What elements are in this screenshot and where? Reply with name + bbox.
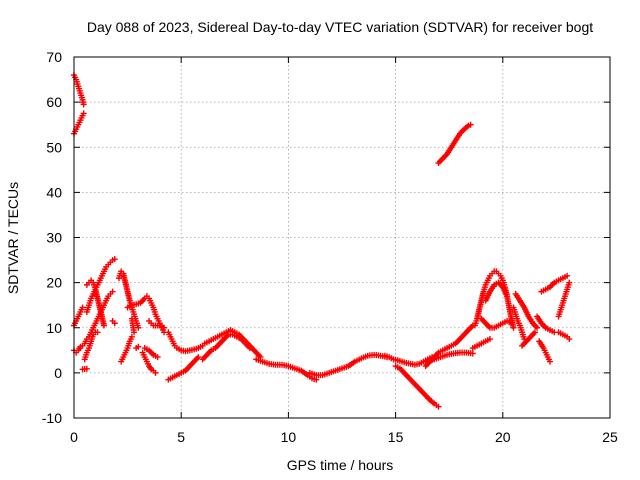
data-segment	[118, 333, 135, 365]
data-segment	[86, 288, 116, 340]
grid-lines	[74, 57, 610, 418]
data-segment	[146, 317, 168, 331]
data-segment	[253, 356, 320, 383]
data-segment	[512, 290, 541, 331]
data-segment	[133, 343, 142, 352]
y-tick-label: 40	[46, 184, 62, 200]
x-tick-label: 5	[177, 429, 185, 445]
y-tick-label: 30	[46, 230, 62, 246]
chart-title: Day 088 of 2023, Sidereal Day-to-day VTE…	[87, 19, 593, 35]
data-segment	[199, 331, 253, 363]
y-tick-label: 50	[46, 139, 62, 155]
data-segment	[141, 345, 161, 361]
data-segment	[435, 121, 474, 167]
data-segment	[536, 338, 553, 365]
y-tick-label: 70	[46, 49, 62, 65]
data-segment	[71, 304, 86, 329]
data-segment	[109, 317, 118, 327]
data-segment	[71, 110, 87, 137]
x-tick-label: 20	[495, 429, 511, 445]
x-axis-label: GPS time / hours	[287, 457, 394, 473]
y-axis-label: SDTVAR / TECUs	[5, 182, 21, 294]
data-segment	[165, 354, 202, 383]
data-segment	[81, 329, 101, 363]
data-segment	[128, 315, 138, 336]
data-segment	[201, 327, 264, 361]
data-segment	[538, 272, 571, 295]
x-tick-label: 15	[388, 429, 404, 445]
data-segment	[519, 329, 538, 349]
data-segment	[555, 329, 573, 343]
axis-ticks: 0 5 10 15 20 25 -10 0 10 20 30 40 50 60 70	[42, 49, 618, 445]
y-tick-label: -10	[42, 410, 62, 426]
y-tick-label: 20	[46, 275, 62, 291]
data-points	[71, 72, 573, 410]
data-segment	[555, 279, 573, 320]
data-segment	[116, 268, 142, 331]
x-tick-label: 0	[70, 429, 78, 445]
data-segment	[469, 336, 493, 352]
data-segment	[79, 365, 90, 373]
data-segment	[139, 349, 159, 376]
data-segment	[482, 279, 511, 304]
x-tick-label: 10	[281, 429, 297, 445]
data-segment	[478, 315, 515, 331]
y-tick-label: 60	[46, 94, 62, 110]
data-segment	[534, 313, 558, 336]
data-segment	[83, 256, 118, 315]
x-tick-label: 25	[602, 429, 618, 445]
data-segment	[392, 363, 442, 410]
y-tick-label: 10	[46, 320, 62, 336]
data-segment	[165, 329, 206, 355]
y-tick-label: 0	[54, 365, 62, 381]
data-segment	[424, 349, 476, 365]
data-segment	[306, 351, 391, 379]
data-segment	[510, 304, 528, 343]
